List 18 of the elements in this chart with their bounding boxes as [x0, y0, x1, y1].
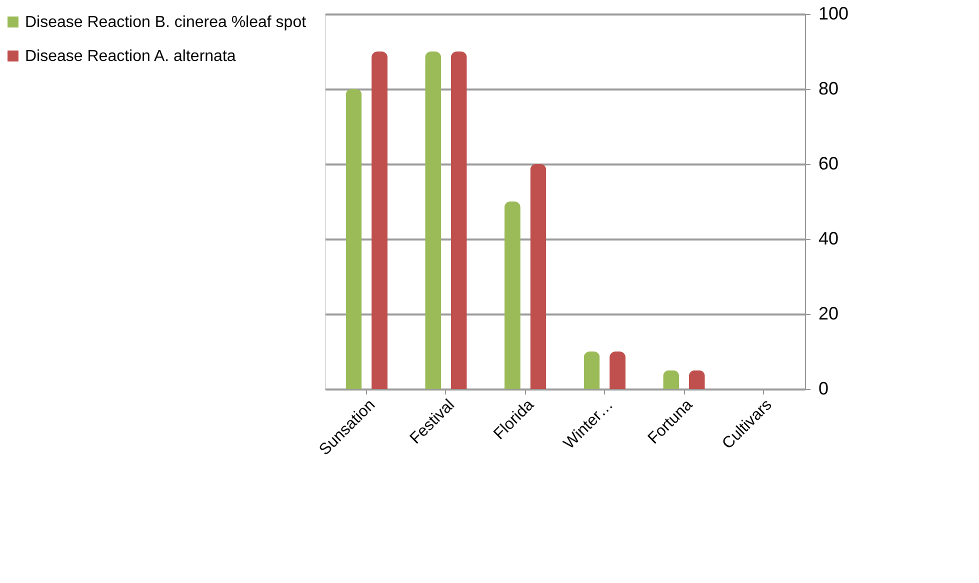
bar [346, 89, 362, 389]
bar [504, 202, 520, 389]
bar [450, 52, 467, 389]
y-tick-label: 0 [818, 378, 829, 398]
y-tick-label: 100 [818, 4, 849, 24]
bar [372, 52, 388, 389]
bar [425, 52, 442, 389]
legend-label: Disease Reaction A. alternata [25, 48, 236, 65]
y-tick-label: 80 [818, 78, 839, 98]
y-tick-label: 20 [818, 304, 839, 324]
legend-label: Disease Reaction B. cinerea %leaf spot [25, 14, 307, 31]
y-tick-label: 60 [818, 154, 839, 174]
bar [663, 370, 680, 389]
bar [530, 164, 546, 389]
y-tick-label: 40 [818, 228, 839, 248]
bar [688, 370, 705, 389]
bar [584, 352, 600, 389]
bar [610, 352, 626, 389]
